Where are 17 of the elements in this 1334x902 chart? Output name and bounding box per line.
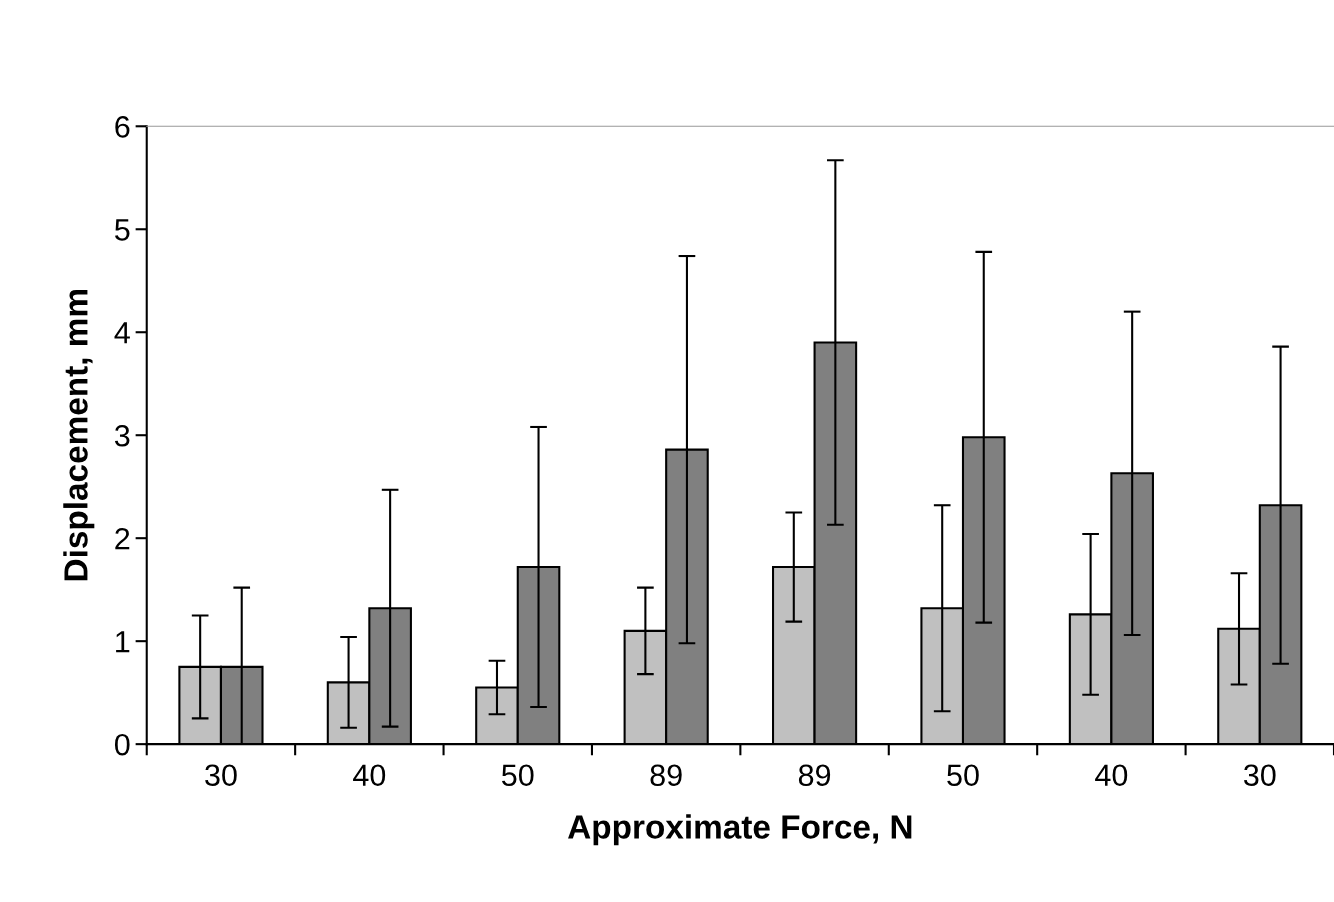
x-tick-label: 30 bbox=[1243, 764, 1276, 787]
y-tick-label: 5 bbox=[115, 219, 130, 241]
x-tick-label: 50 bbox=[947, 764, 979, 787]
x-tick-label: 89 bbox=[650, 764, 682, 787]
y-tick-label: 0 bbox=[114, 733, 130, 756]
y-tick-label: 6 bbox=[115, 116, 130, 138]
y-tick-label: 3 bbox=[114, 424, 130, 447]
x-tick-label: 30 bbox=[205, 764, 237, 787]
y-tick-label: 4 bbox=[114, 322, 130, 344]
x-tick-label: 89 bbox=[798, 764, 831, 787]
y-axis-title: Displacement, mm bbox=[63, 290, 95, 581]
y-tick-label: 1 bbox=[116, 631, 130, 653]
x-tick-label: 40 bbox=[1095, 764, 1128, 787]
y-tick-label: 2 bbox=[115, 527, 130, 550]
x-axis-title: Approximate Force, N bbox=[568, 814, 912, 846]
x-tick-label: 50 bbox=[501, 764, 534, 787]
x-tick-label: 40 bbox=[353, 764, 386, 787]
